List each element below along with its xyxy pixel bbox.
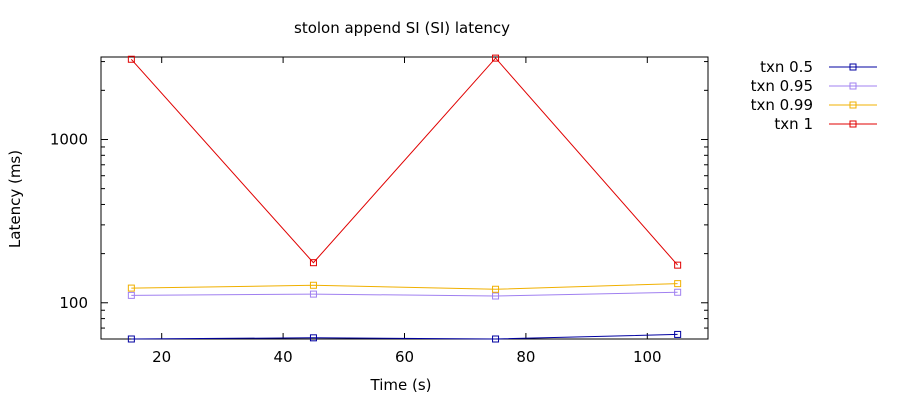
x-tick-label: 80 xyxy=(516,348,535,366)
legend-marker xyxy=(849,101,857,109)
data-point xyxy=(127,284,135,292)
data-point xyxy=(309,281,317,289)
x-tick-label: 40 xyxy=(274,348,293,366)
legend-label: txn 0.95 xyxy=(751,77,813,95)
data-point xyxy=(492,285,500,293)
series-line xyxy=(131,283,678,290)
series-line xyxy=(131,291,678,297)
x-tick-label: 60 xyxy=(395,348,414,366)
y-axis-label: Latency (ms) xyxy=(6,150,24,248)
data-point xyxy=(674,330,682,338)
data-point xyxy=(674,261,682,269)
data-point xyxy=(309,334,317,342)
chart-title: stolon append SI (SI) latency xyxy=(294,19,510,37)
x-tick-label: 100 xyxy=(633,348,662,366)
legend-marker xyxy=(849,63,857,71)
series-line xyxy=(131,333,678,340)
data-point xyxy=(674,280,682,288)
data-point xyxy=(492,335,500,343)
y-tick-label: 100 xyxy=(59,294,88,312)
data-point xyxy=(309,290,317,298)
plot-area: 20 40 60 80 100 100 1000 xyxy=(50,54,709,366)
y-tick-label: 1000 xyxy=(50,130,88,148)
data-point xyxy=(127,335,135,343)
series-line xyxy=(130,57,678,266)
data-point xyxy=(492,54,500,62)
data-point xyxy=(674,288,682,296)
data-point xyxy=(309,259,317,267)
legend-marker xyxy=(849,82,857,90)
legend-label: txn 0.99 xyxy=(751,96,813,114)
data-point xyxy=(492,292,500,300)
data-point xyxy=(127,291,135,299)
legend-marker xyxy=(849,120,857,128)
legend-label: txn 0.5 xyxy=(760,58,813,76)
legend-label: txn 1 xyxy=(774,115,813,133)
x-tick-label: 20 xyxy=(152,348,171,366)
data-point xyxy=(127,55,135,63)
plot-frame xyxy=(100,56,709,340)
x-axis-label: Time (s) xyxy=(370,376,432,394)
